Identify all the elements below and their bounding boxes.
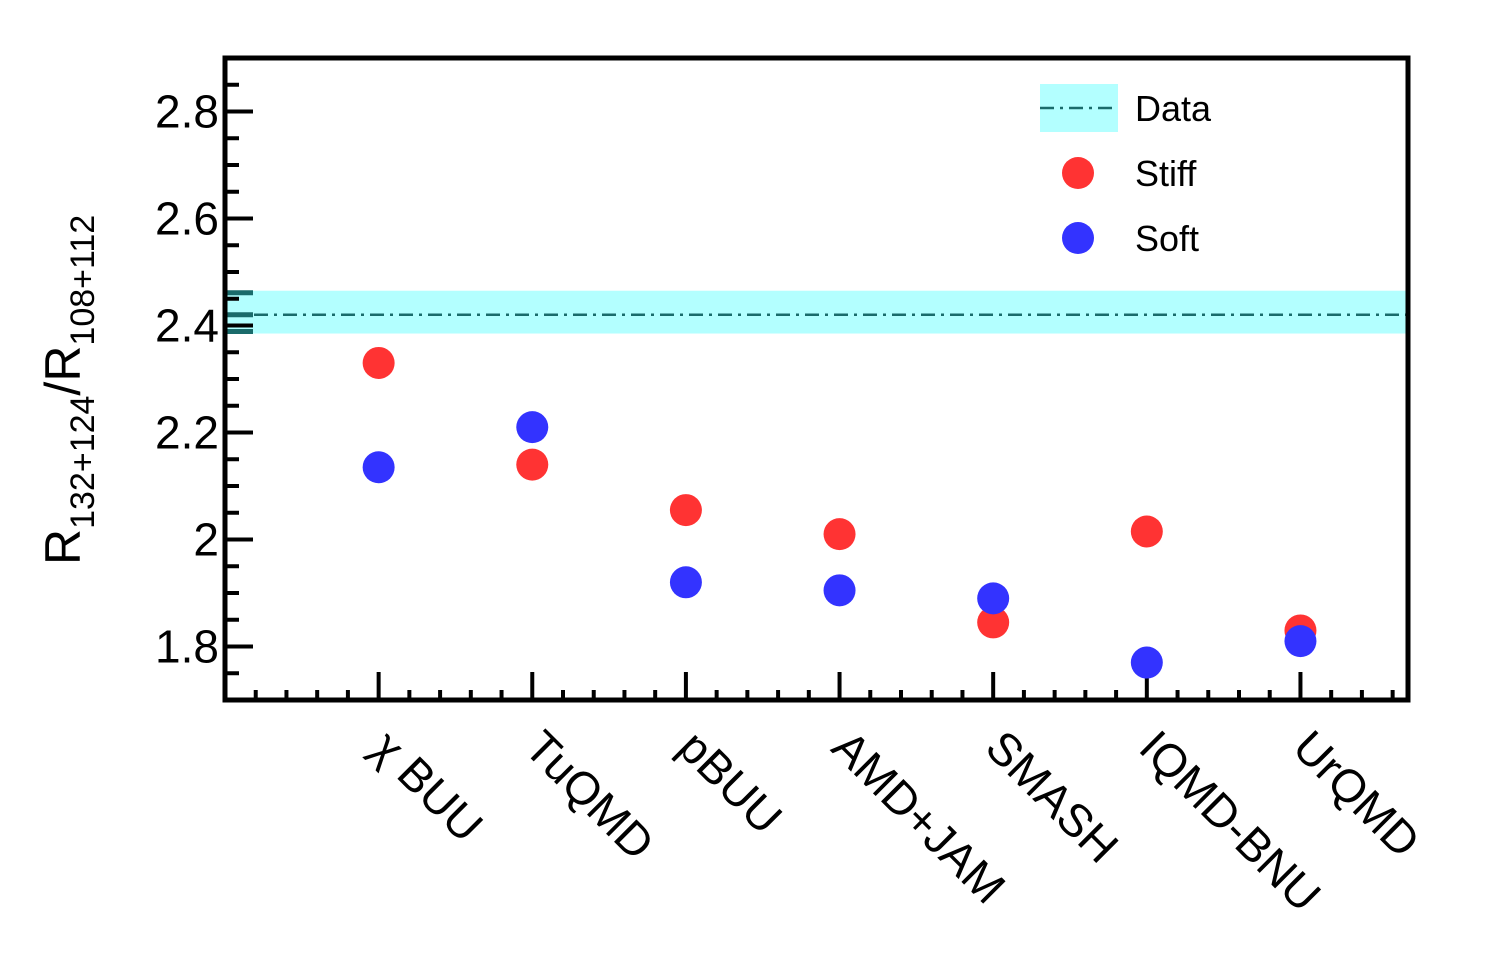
- point-stiff: [362, 346, 395, 379]
- category-label: χ BUU: [362, 720, 494, 852]
- y-tick-label: 2.2: [155, 407, 219, 459]
- category-label: TuQMD: [515, 720, 664, 869]
- y-tick-label: 2.4: [155, 300, 219, 352]
- point-stiff: [823, 518, 856, 551]
- y-tick-label: 2.6: [155, 193, 219, 245]
- point-stiff: [1130, 515, 1163, 548]
- legend-marker-soft: [1062, 222, 1094, 254]
- category-label: SMASH: [976, 720, 1128, 872]
- y-tick-label: 2: [193, 514, 219, 566]
- y-tick-label: 1.8: [155, 621, 219, 673]
- y-axis-label: R132+124/R108+112: [35, 215, 102, 565]
- category-label: pBUU: [669, 720, 793, 844]
- point-stiff: [977, 606, 1010, 639]
- point-soft: [1284, 625, 1317, 658]
- legend-label-data: Data: [1135, 88, 1212, 129]
- y-axis-label-slash-r2: /R: [35, 346, 91, 396]
- point-soft: [362, 451, 395, 484]
- category-label: UrQMD: [1283, 720, 1430, 867]
- legend-marker-stiff: [1062, 157, 1094, 189]
- data-uncertainty-band: [225, 290, 1408, 334]
- point-soft: [516, 411, 549, 444]
- point-soft: [669, 566, 702, 599]
- plot-frame: [222, 55, 1411, 703]
- y-axis-label-r1: R: [35, 529, 91, 565]
- axes: [222, 55, 1411, 703]
- point-stiff: [669, 494, 702, 527]
- legend-label-stiff: Stiff: [1135, 153, 1197, 194]
- point-soft: [823, 574, 856, 607]
- point-soft: [1130, 646, 1163, 679]
- y-tick-label: 2.8: [155, 86, 219, 138]
- legend-label-soft: Soft: [1135, 218, 1199, 259]
- point-soft: [977, 582, 1010, 615]
- legend: Data Stiff Soft: [1040, 84, 1212, 259]
- tick-labels: 1.8 2 2.2 2.4 2.6 2.8: [155, 86, 219, 673]
- y-axis-label-sub1: 132+124: [64, 396, 102, 529]
- data-band-layer: [225, 290, 1408, 335]
- points-layer: [362, 346, 1317, 679]
- point-stiff: [516, 448, 549, 481]
- y-axis-label-sub2: 108+112: [64, 215, 102, 346]
